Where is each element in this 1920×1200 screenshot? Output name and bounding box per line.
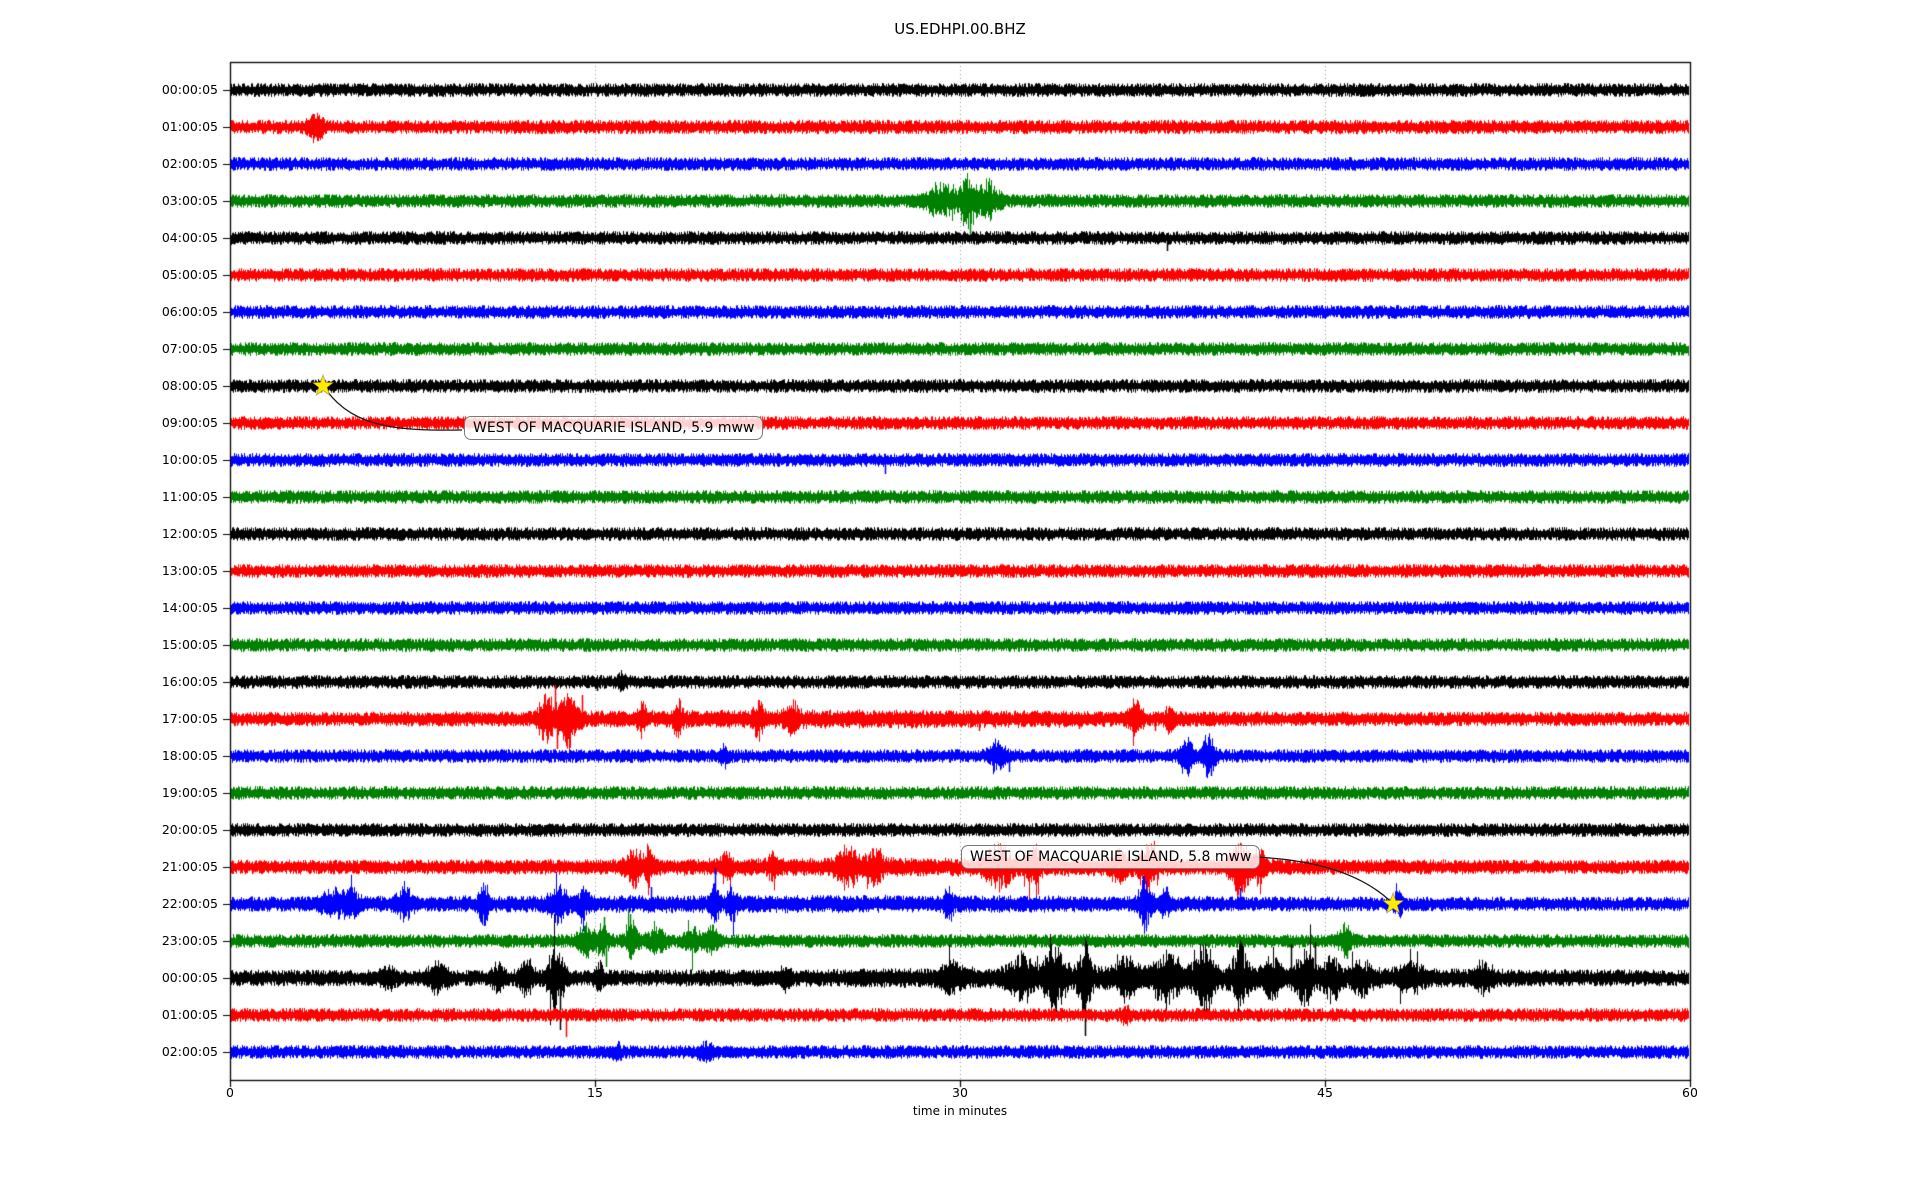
y-axis-label: 00:00:05 — [161, 970, 218, 985]
x-axis-tick-label: 60 — [1682, 1085, 1698, 1100]
y-axis-label: 20:00:05 — [161, 822, 218, 837]
x-axis-tick-label: 15 — [587, 1085, 603, 1100]
x-axis-tick-label: 0 — [226, 1085, 234, 1100]
y-axis-label: 09:00:05 — [161, 415, 218, 430]
x-axis-title: time in minutes — [912, 1104, 1008, 1118]
y-axis-label: 21:00:05 — [161, 859, 218, 874]
event-annotation-label: WEST OF MACQUARIE ISLAND, 5.9 mww — [464, 416, 764, 440]
y-axis-label: 15:00:05 — [161, 637, 218, 652]
y-axis-label: 04:00:05 — [161, 230, 218, 245]
y-axis-label: 05:00:05 — [161, 267, 218, 282]
y-axis-label: 01:00:05 — [161, 119, 218, 134]
y-axis-label: 23:00:05 — [161, 933, 218, 948]
y-axis-label: 12:00:05 — [161, 526, 218, 541]
x-axis-tick-label: 45 — [1317, 1085, 1333, 1100]
y-axis-label: 22:00:05 — [161, 896, 218, 911]
y-axis-label: 00:00:05 — [161, 82, 218, 97]
y-axis-label: 10:00:05 — [161, 452, 218, 467]
y-axis-label: 03:00:05 — [161, 193, 218, 208]
y-axis-label: 06:00:05 — [161, 304, 218, 319]
chart-title: US.EDHPI.00.BHZ — [894, 20, 1026, 38]
y-axis-label: 08:00:05 — [161, 378, 218, 393]
y-axis-label: 07:00:05 — [161, 341, 218, 356]
y-axis-label: 19:00:05 — [161, 785, 218, 800]
y-axis-label: 01:00:05 — [161, 1007, 218, 1022]
y-axis-label: 17:00:05 — [161, 711, 218, 726]
y-axis-label: 18:00:05 — [161, 748, 218, 763]
y-axis-label: 13:00:05 — [161, 563, 218, 578]
y-axis-label: 16:00:05 — [161, 674, 218, 689]
x-axis-tick-label: 30 — [952, 1085, 968, 1100]
y-axis-label: 11:00:05 — [161, 489, 218, 504]
y-axis-label: 14:00:05 — [161, 600, 218, 615]
event-annotation-label: WEST OF MACQUARIE ISLAND, 5.8 mww — [961, 845, 1261, 869]
y-axis-label: 02:00:05 — [161, 156, 218, 171]
y-axis-label: 02:00:05 — [161, 1044, 218, 1059]
